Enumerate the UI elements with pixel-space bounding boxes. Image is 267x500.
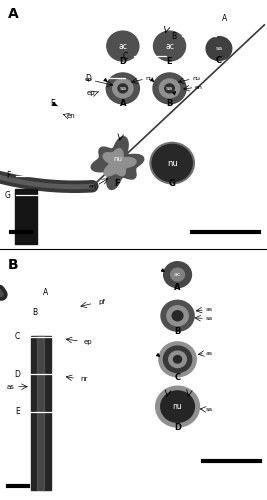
Circle shape — [113, 79, 133, 98]
Text: nu: nu — [192, 76, 200, 81]
Circle shape — [165, 84, 174, 93]
Circle shape — [169, 351, 186, 368]
Text: E: E — [15, 407, 20, 416]
Text: nu: nu — [173, 402, 182, 411]
Circle shape — [164, 262, 191, 287]
Text: sa: sa — [206, 406, 213, 412]
Text: ep: ep — [84, 77, 92, 82]
Text: D: D — [119, 56, 126, 66]
Text: F: F — [115, 178, 120, 188]
Circle shape — [171, 268, 184, 281]
Circle shape — [161, 300, 194, 331]
Text: D: D — [14, 370, 20, 379]
Bar — [15, 189, 37, 244]
Text: B: B — [174, 327, 181, 336]
Text: E: E — [50, 99, 55, 108]
Text: sa: sa — [119, 86, 126, 91]
Text: sa: sa — [215, 46, 222, 51]
Text: pf: pf — [99, 299, 106, 305]
Circle shape — [154, 31, 186, 61]
Circle shape — [107, 31, 139, 61]
Text: as: as — [206, 307, 213, 312]
Circle shape — [174, 356, 182, 363]
Text: sa: sa — [206, 316, 213, 320]
Circle shape — [159, 342, 196, 376]
Text: ac: ac — [165, 42, 174, 50]
Text: F: F — [6, 171, 11, 180]
Circle shape — [161, 391, 194, 422]
Text: B: B — [32, 308, 37, 316]
Circle shape — [159, 79, 180, 98]
Bar — [31, 336, 51, 490]
Circle shape — [150, 142, 194, 184]
Text: B: B — [8, 258, 19, 272]
Circle shape — [206, 36, 232, 60]
Text: A: A — [222, 14, 227, 23]
Text: B: B — [171, 32, 176, 40]
Circle shape — [163, 346, 192, 372]
Text: C: C — [175, 372, 180, 382]
Circle shape — [152, 144, 192, 182]
Text: D: D — [85, 74, 91, 83]
Polygon shape — [91, 136, 144, 190]
Text: C: C — [123, 52, 128, 60]
Circle shape — [153, 73, 186, 104]
Text: nr: nr — [80, 376, 88, 382]
Text: ep: ep — [84, 339, 93, 345]
Text: A: A — [43, 288, 48, 296]
Circle shape — [167, 306, 188, 326]
Circle shape — [106, 73, 139, 104]
Circle shape — [156, 386, 199, 427]
Text: G: G — [169, 178, 176, 188]
Circle shape — [172, 311, 183, 320]
Text: D: D — [174, 424, 181, 432]
Text: as: as — [7, 384, 15, 390]
Text: ac: ac — [174, 272, 181, 277]
Text: en: en — [88, 184, 96, 189]
Text: sa: sa — [166, 86, 173, 91]
Text: C: C — [216, 56, 222, 65]
Text: A: A — [174, 284, 181, 292]
Text: ep: ep — [86, 90, 95, 96]
Circle shape — [118, 84, 128, 93]
Text: G: G — [5, 191, 11, 200]
Text: A: A — [120, 100, 126, 108]
Text: nu: nu — [113, 156, 122, 162]
Text: en: en — [67, 113, 76, 119]
Circle shape — [152, 144, 192, 182]
Polygon shape — [103, 148, 136, 176]
Text: C: C — [15, 332, 20, 342]
Text: en: en — [195, 84, 203, 89]
Bar — [37, 336, 44, 490]
Text: E: E — [167, 56, 172, 66]
Text: nu: nu — [146, 76, 154, 81]
Text: nu: nu — [167, 158, 178, 168]
Text: as: as — [206, 350, 213, 356]
Text: A: A — [8, 8, 19, 22]
Text: ac: ac — [118, 42, 127, 50]
Text: B: B — [166, 100, 173, 108]
